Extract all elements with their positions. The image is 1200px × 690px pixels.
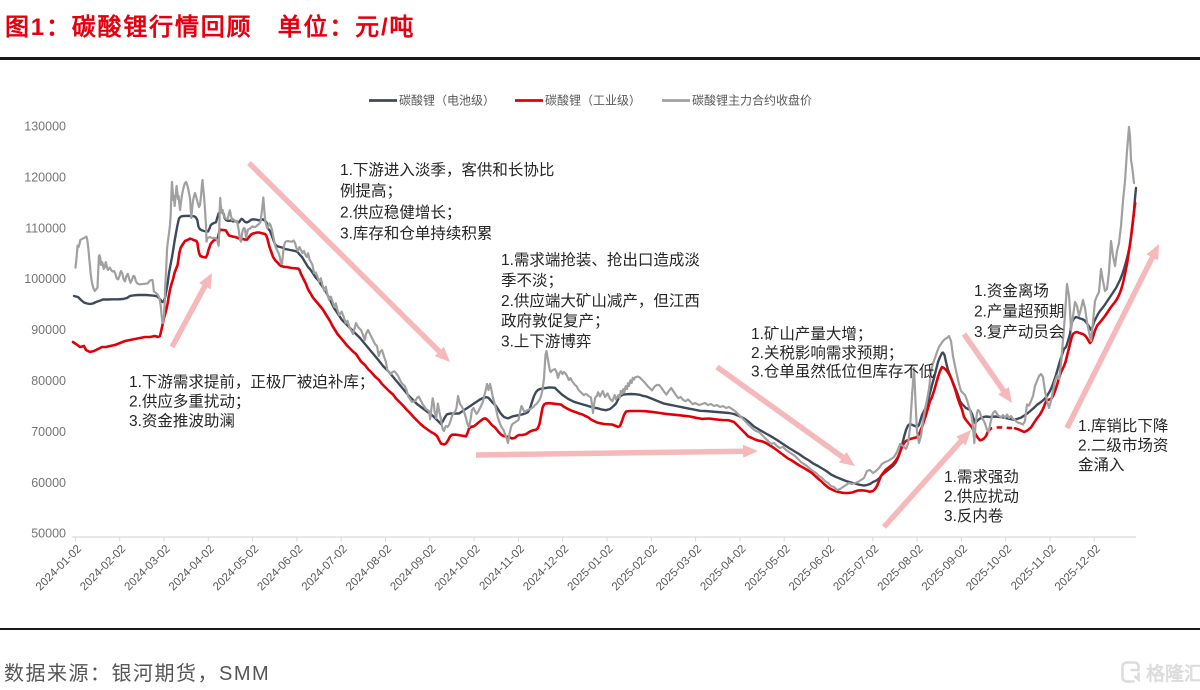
svg-text:碳酸锂（工业级）: 碳酸锂（工业级） xyxy=(545,93,641,108)
svg-text:2025-09-02: 2025-09-02 xyxy=(920,543,970,593)
svg-text:1.资金离场: 1.资金离场 xyxy=(974,282,1049,300)
svg-text:120000: 120000 xyxy=(24,170,66,184)
svg-text:1.下游进入淡季，客供和长协比: 1.下游进入淡季，客供和长协比 xyxy=(340,161,554,179)
svg-text:2025-02-02: 2025-02-02 xyxy=(610,543,660,593)
svg-text:90000: 90000 xyxy=(31,323,66,337)
svg-text:3.仓单虽然低位但库存不低: 3.仓单虽然低位但库存不低 xyxy=(751,363,934,381)
svg-text:100000: 100000 xyxy=(24,272,66,286)
svg-text:80000: 80000 xyxy=(31,374,66,388)
svg-text:1.下游需求提前，正极厂被迫补库；: 1.下游需求提前，正极厂被迫补库； xyxy=(129,373,374,391)
svg-text:2025-05-02: 2025-05-02 xyxy=(743,543,793,593)
svg-text:2024-07-02: 2024-07-02 xyxy=(300,543,350,593)
svg-text:2.关税影响需求预期；: 2.关税影响需求预期； xyxy=(751,344,903,362)
svg-text:2025-10-02: 2025-10-02 xyxy=(964,543,1014,593)
svg-text:2024-12-02: 2024-12-02 xyxy=(521,543,571,593)
svg-text:2.二级市场资: 2.二级市场资 xyxy=(1078,437,1168,455)
svg-text:1.需求强劲: 1.需求强劲 xyxy=(944,468,1019,486)
svg-text:2025-04-02: 2025-04-02 xyxy=(698,543,748,593)
svg-text:2024-09-02: 2024-09-02 xyxy=(388,543,438,593)
svg-text:110000: 110000 xyxy=(25,221,66,235)
svg-text:2.供应端大矿山减产，但江西: 2.供应端大矿山减产，但江西 xyxy=(501,291,700,310)
svg-text:2.供应稳健增长；: 2.供应稳健增长； xyxy=(340,202,461,221)
svg-text:2025-12-02: 2025-12-02 xyxy=(1053,543,1103,593)
svg-text:130000: 130000 xyxy=(24,120,66,134)
svg-text:3.库存和仓单持续积累: 3.库存和仓单持续积累 xyxy=(340,225,492,243)
svg-text:1.矿山产量大增；: 1.矿山产量大增； xyxy=(751,325,872,343)
svg-text:2025-01-02: 2025-01-02 xyxy=(566,543,616,593)
svg-text:2025-11-02: 2025-11-02 xyxy=(1009,543,1058,592)
svg-text:2.供应多重扰动；: 2.供应多重扰动； xyxy=(129,392,250,411)
svg-text:2.产量超预期: 2.产量超预期 xyxy=(974,302,1064,320)
svg-text:例提高；: 例提高； xyxy=(340,182,402,200)
svg-text:3.复产动员会: 3.复产动员会 xyxy=(974,323,1064,341)
svg-text:金涌入: 金涌入 xyxy=(1078,456,1125,474)
svg-text:2024-11-02: 2024-11-02 xyxy=(478,543,527,592)
svg-text:2024-10-02: 2024-10-02 xyxy=(433,543,483,593)
svg-text:2025-08-02: 2025-08-02 xyxy=(876,543,926,593)
svg-text:2024-03-02: 2024-03-02 xyxy=(123,543,173,593)
svg-text:3.资金推波助澜: 3.资金推波助澜 xyxy=(129,412,235,430)
svg-text:碳酸锂主力合约收盘价: 碳酸锂主力合约收盘价 xyxy=(692,93,812,108)
svg-text:政府敦促复产；: 政府敦促复产； xyxy=(501,312,610,330)
svg-text:2.供应扰动: 2.供应扰动 xyxy=(944,487,1019,506)
svg-text:2024-08-02: 2024-08-02 xyxy=(344,543,394,593)
svg-text:2024-04-02: 2024-04-02 xyxy=(167,543,217,593)
svg-text:50000: 50000 xyxy=(31,527,66,541)
svg-text:季不淡；: 季不淡； xyxy=(501,271,563,289)
svg-text:格隆汇: 格隆汇 xyxy=(1146,662,1200,685)
svg-text:3.上下游博弈: 3.上下游博弈 xyxy=(501,333,591,351)
svg-text:2024-06-02: 2024-06-02 xyxy=(255,543,305,593)
svg-text:碳酸锂（电池级）: 碳酸锂（电池级） xyxy=(399,93,495,108)
svg-text:2024-01-02: 2024-01-02 xyxy=(34,543,84,593)
svg-text:1.库销比下降: 1.库销比下降 xyxy=(1078,417,1168,435)
svg-text:60000: 60000 xyxy=(31,476,66,490)
svg-text:3.反内卷: 3.反内卷 xyxy=(944,507,1004,525)
svg-text:1.需求端抢装、抢出口造成淡: 1.需求端抢装、抢出口造成淡 xyxy=(501,251,700,269)
svg-text:70000: 70000 xyxy=(31,425,66,439)
svg-text:2025-06-02: 2025-06-02 xyxy=(787,543,837,593)
svg-text:2025-07-02: 2025-07-02 xyxy=(831,543,881,593)
svg-text:2024-02-02: 2024-02-02 xyxy=(78,543,128,593)
svg-text:2025-03-02: 2025-03-02 xyxy=(654,543,704,593)
svg-text:2024-05-02: 2024-05-02 xyxy=(211,543,261,593)
